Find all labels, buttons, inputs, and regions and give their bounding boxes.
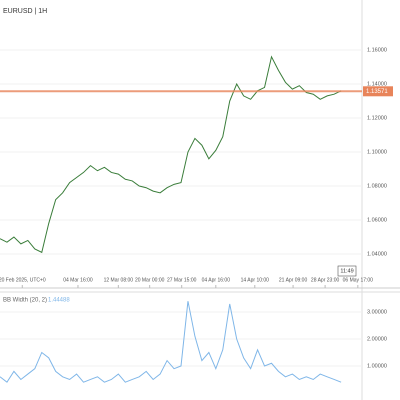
- x-tick-label: 28 Apr 23:00: [311, 277, 340, 283]
- y-tick-label: 1.06000: [367, 217, 387, 223]
- y-tick-label: 1.08000: [367, 183, 387, 189]
- x-tick-label: 12 Mar 08:00: [104, 277, 134, 283]
- y-tick-label: 1.00000: [367, 363, 387, 369]
- y-tick-label: 3.00000: [367, 309, 387, 315]
- y-tick-label: 1.10000: [367, 149, 387, 155]
- chart-title: EURUSD | 1H: [3, 8, 47, 15]
- x-tick-label: 06 May 17:00: [343, 277, 374, 283]
- x-tick-label: 14 Apr 10:00: [241, 277, 270, 283]
- indicator-value: 1.44488: [48, 298, 70, 304]
- y-tick-label: 1.14000: [367, 81, 387, 87]
- x-tick-label: 20 Mar 00:00: [135, 277, 165, 283]
- x-tick-label: 04 Apr 16:00: [202, 277, 231, 283]
- x-tick-label: 20 Feb 2025, UTC+0: [0, 277, 46, 283]
- price-line: [0, 301, 342, 383]
- y-tick-label: 1.16000: [367, 47, 387, 53]
- y-tick-label: 1.12000: [367, 115, 387, 121]
- current-price-label: 1.13571: [366, 89, 388, 95]
- current-price-tag: [363, 86, 393, 97]
- indicator-title: BB Width (20, 2): [3, 298, 47, 304]
- y-tick-label: 2.00000: [367, 336, 387, 342]
- x-tick-label: 04 Mar 16:00: [63, 277, 93, 283]
- y-tick-label: 1.04000: [367, 252, 387, 258]
- time-label: 11:49: [340, 268, 353, 274]
- price-line: [0, 55, 342, 254]
- x-tick-label: 21 Apr 09:00: [279, 277, 308, 283]
- x-tick-label: 27 Mar 15:00: [167, 277, 197, 283]
- time-box: [337, 265, 357, 277]
